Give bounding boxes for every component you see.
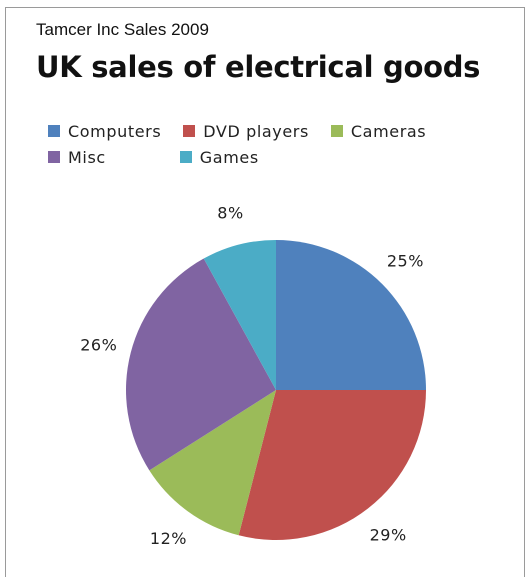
data-label-computers: 25% [387, 252, 424, 271]
data-label-dvd-players: 29% [370, 526, 407, 545]
data-label-cameras: 12% [150, 529, 187, 548]
data-label-games: 8% [217, 204, 243, 223]
data-label-misc: 26% [80, 335, 117, 354]
